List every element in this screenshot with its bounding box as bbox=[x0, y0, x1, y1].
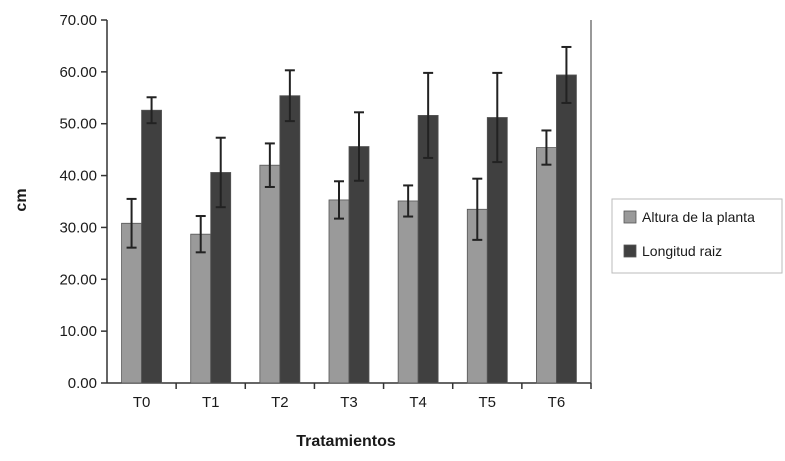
y-tick-label: 70.00 bbox=[59, 12, 97, 29]
legend-label: Altura de la planta bbox=[642, 209, 755, 225]
bar-T3-0 bbox=[328, 199, 350, 384]
x-tick-label: T3 bbox=[340, 394, 358, 411]
legend-label: Longitud raiz bbox=[642, 243, 722, 259]
bar-T0-1 bbox=[141, 109, 162, 384]
bar-T4-0 bbox=[397, 200, 419, 384]
bar-T1-0 bbox=[190, 233, 212, 384]
x-tick-label: T1 bbox=[202, 394, 220, 411]
y-tick-label: 20.00 bbox=[59, 271, 97, 288]
y-tick-label: 60.00 bbox=[59, 64, 97, 81]
bar-T3-1 bbox=[348, 146, 370, 384]
x-tick-label: T6 bbox=[548, 394, 566, 411]
x-tick-label: T2 bbox=[271, 394, 289, 411]
bar-T2-1 bbox=[279, 95, 301, 384]
y-tick-label: 40.00 bbox=[59, 168, 97, 185]
x-tick-label: T4 bbox=[409, 394, 427, 411]
y-tick-label: 50.00 bbox=[59, 116, 97, 133]
x-tick-label: T5 bbox=[479, 394, 497, 411]
legend-swatch bbox=[623, 210, 637, 224]
y-tick-label: 10.00 bbox=[59, 323, 97, 340]
bar-T6-1 bbox=[556, 74, 577, 384]
x-tick-label: T0 bbox=[133, 394, 151, 411]
legend-swatch bbox=[623, 244, 637, 258]
y-tick-label: 30.00 bbox=[59, 219, 97, 236]
bar-T2-0 bbox=[259, 164, 281, 384]
y-tick-label: 0.00 bbox=[68, 375, 97, 392]
legend-box bbox=[611, 198, 783, 274]
legend: Altura de la planta Longitud raiz bbox=[611, 198, 783, 274]
bar-T6-0 bbox=[536, 147, 557, 384]
